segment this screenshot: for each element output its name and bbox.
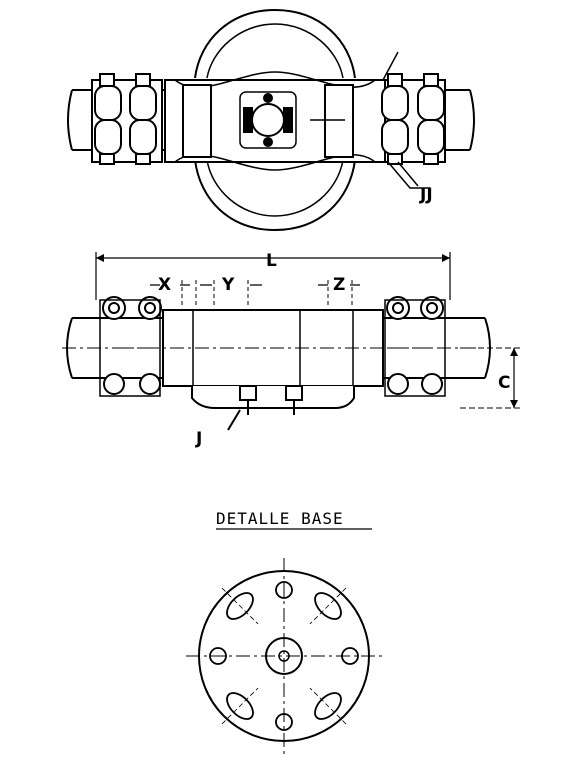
bolt-hole-top bbox=[275, 581, 293, 599]
top-saddle-left bbox=[182, 84, 212, 158]
top-hub-bolt bbox=[263, 137, 273, 147]
top-saddle-right bbox=[324, 84, 354, 158]
base-studs bbox=[247, 400, 295, 415]
label-jj: JJ bbox=[419, 185, 433, 205]
top-pipe-ends bbox=[67, 89, 475, 151]
center-hole-outer bbox=[265, 637, 303, 675]
top-handle-lower-inner bbox=[206, 159, 344, 217]
bolt-hole-right bbox=[341, 647, 359, 665]
top-hub-slot bbox=[283, 107, 293, 133]
side-right-rollers bbox=[384, 296, 446, 397]
jj-leader-lower-a bbox=[387, 161, 430, 189]
detail-title: DETALLE BASE bbox=[216, 509, 344, 528]
base-bolt bbox=[285, 385, 303, 401]
label-j: J bbox=[195, 429, 202, 449]
jj-leader-lower-b bbox=[397, 161, 419, 187]
dim-arrow bbox=[510, 400, 518, 408]
bolt-hole-left bbox=[209, 647, 227, 665]
center-hole-inner bbox=[278, 650, 290, 662]
detail-base bbox=[186, 558, 382, 755]
label-c: C bbox=[498, 373, 510, 393]
top-hub-slot bbox=[243, 107, 253, 133]
label-y: Y bbox=[221, 275, 235, 295]
top-hub-plate bbox=[239, 91, 297, 149]
top-right-clamps bbox=[381, 73, 446, 165]
top-left-clamps bbox=[91, 73, 163, 165]
label-z: Z bbox=[333, 275, 345, 295]
side-left-rollers bbox=[99, 296, 162, 397]
side-base bbox=[191, 386, 355, 409]
top-handle-upper-inner bbox=[206, 23, 344, 79]
dim-arrow bbox=[442, 254, 450, 262]
dim-c-ext bbox=[460, 347, 520, 409]
top-view bbox=[67, 8, 475, 232]
label-l: L bbox=[266, 251, 277, 271]
dim-arrow bbox=[96, 254, 104, 262]
dim-arrow bbox=[510, 348, 518, 356]
top-handle-upper bbox=[194, 8, 356, 79]
base-bolt bbox=[239, 385, 257, 401]
j-leader bbox=[227, 409, 241, 431]
top-hub-bolt bbox=[263, 93, 273, 103]
top-handle-lower bbox=[194, 159, 356, 232]
jj-leader-upper bbox=[382, 51, 399, 81]
side-view bbox=[62, 252, 520, 431]
label-x: X bbox=[158, 275, 171, 295]
bolt-hole-bottom bbox=[275, 713, 293, 731]
